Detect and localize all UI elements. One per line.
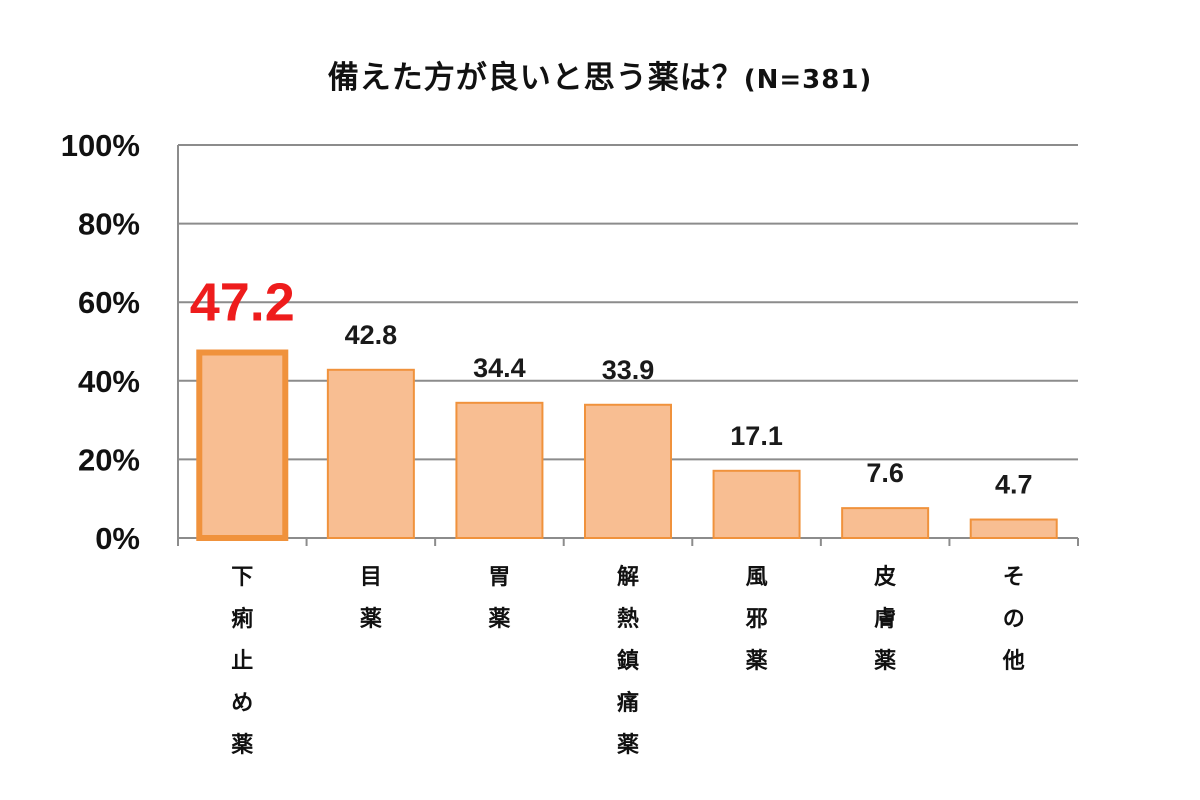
bar bbox=[584, 403, 672, 540]
data-label: 17.1 bbox=[730, 421, 783, 451]
x-category-label: その他 bbox=[1002, 565, 1025, 674]
x-category-label: 解熱鎮痛薬 bbox=[617, 564, 639, 758]
data-label: 42.8 bbox=[345, 320, 398, 350]
y-tick-label: 20% bbox=[78, 442, 140, 477]
y-tick-label: 40% bbox=[78, 364, 140, 399]
chart-title: 備えた方が良いと思う薬は？ bbox=[327, 60, 744, 96]
bar bbox=[196, 349, 289, 541]
x-category-label: 胃薬 bbox=[488, 565, 510, 632]
y-tick-label: 0% bbox=[95, 521, 140, 556]
x-category-label: 風邪薬 bbox=[745, 565, 768, 674]
bar bbox=[841, 507, 930, 539]
x-category-label: 目薬 bbox=[360, 565, 382, 632]
bar bbox=[455, 401, 544, 540]
y-tick-label: 100% bbox=[61, 128, 140, 163]
bar bbox=[326, 368, 415, 539]
data-label: 33.9 bbox=[602, 355, 655, 385]
y-tick-label: 60% bbox=[78, 285, 140, 320]
data-label: 4.7 bbox=[995, 470, 1033, 500]
data-label: 34.4 bbox=[473, 353, 526, 383]
y-tick-label: 80% bbox=[78, 207, 140, 242]
bar bbox=[969, 518, 1058, 539]
chart-subtitle: (N=381) bbox=[743, 65, 873, 95]
chart-title-block: 備えた方が良いと思う薬は？(N=381) bbox=[0, 52, 1200, 97]
data-label-highlight: 47.2 bbox=[190, 273, 295, 333]
x-category-label: 皮膚薬 bbox=[874, 564, 896, 674]
data-label: 7.6 bbox=[866, 458, 904, 488]
x-category-label: 下痢止め薬 bbox=[231, 565, 253, 758]
bar bbox=[712, 469, 801, 539]
